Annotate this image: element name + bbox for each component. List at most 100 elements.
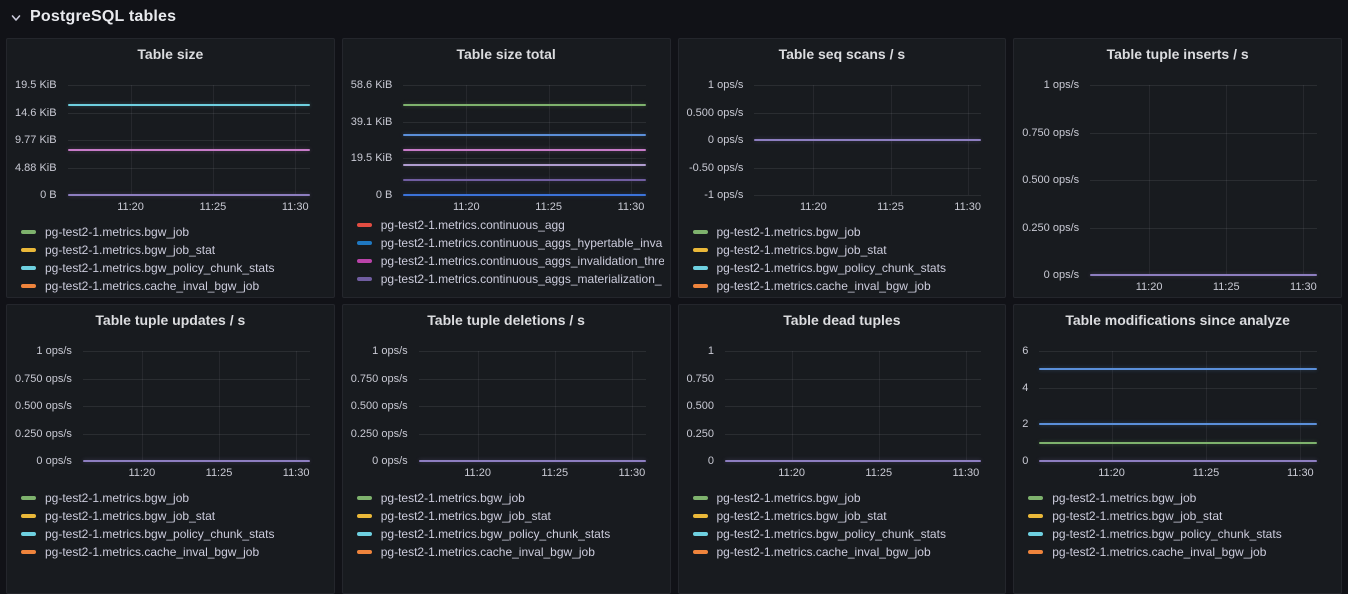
legend-item[interactable]: pg-test2-1.metrics.bgw_job_stat xyxy=(356,507,664,525)
legend-item-label[interactable]: pg-test2-1.metrics.cache_inval_bgw_job xyxy=(1052,545,1267,559)
legend-item[interactable]: pg-test2-1.metrics.bgw_job_stat xyxy=(692,241,1000,259)
legend-item-label[interactable]: pg-test2-1.metrics.continuous_aggs_inval… xyxy=(380,254,664,268)
plot-area[interactable] xyxy=(82,333,310,462)
series-line[interactable] xyxy=(67,103,310,106)
time-series-chart[interactable]: 19.5 KiB 14.6 KiB 9.77 KiB 4.88 KiB 0 B19.5 … xyxy=(7,67,334,217)
legend-item[interactable]: pg-test2-1.metrics.bgw_job_stat xyxy=(21,507,328,525)
plot-area[interactable] xyxy=(725,333,982,462)
plot-area[interactable] xyxy=(403,67,646,196)
legend-item[interactable]: pg-test2-1.metrics.continuous_agg xyxy=(356,217,664,234)
time-series-chart[interactable]: 1 ops/s 0.750 ops/s 0.500 ops/s 0.250 ops/s… xyxy=(7,333,334,483)
legend-item[interactable]: pg-test2-1.metrics.continuous_aggs_hyper… xyxy=(356,234,664,252)
series-line[interactable] xyxy=(67,148,310,151)
legend-item[interactable]: pg-test2-1.metrics.continuous_aggs_inval… xyxy=(356,252,664,270)
panel-title[interactable]: Table size total xyxy=(456,46,556,62)
panel-title[interactable]: Table modifications since analyze xyxy=(1065,312,1290,328)
legend-item-label[interactable]: pg-test2-1.metrics.bgw_job xyxy=(716,491,861,505)
legend-item-label[interactable]: pg-test2-1.metrics.continuous_aggs_hyper… xyxy=(380,236,663,250)
legend-item-label[interactable]: pg-test2-1.metrics.bgw_policy_chunk_stat… xyxy=(45,527,275,541)
series-line[interactable] xyxy=(1039,441,1317,444)
panel-title[interactable]: Table tuple deletions / s xyxy=(427,312,585,328)
legend-item[interactable]: pg-test2-1.metrics.bgw_policy_chunk_stat… xyxy=(692,259,1000,277)
legend-item-label[interactable]: pg-test2-1.metrics.bgw_job xyxy=(380,491,525,505)
time-series-chart[interactable]: 58.6 KiB 39.1 KiB 19.5 KiB 0 B58.6 KiB 39.1 … xyxy=(343,67,670,217)
legend-item[interactable]: pg-test2-1.metrics.cache_inval_bgw_job xyxy=(21,277,328,295)
legend-item[interactable]: pg-test2-1.metrics.bgw_policy_chunk_stat… xyxy=(21,525,328,543)
legend-item[interactable]: pg-test2-1.metrics.bgw_job xyxy=(692,223,1000,241)
legend-item-label[interactable]: pg-test2-1.metrics.cache_inval_bgw_job xyxy=(45,545,260,559)
legend-item-label[interactable]: pg-test2-1.metrics.bgw_policy_chunk_stat… xyxy=(380,527,611,541)
legend-item[interactable]: pg-test2-1.metrics.bgw_policy_chunk_stat… xyxy=(692,525,1000,543)
plot-area[interactable] xyxy=(418,333,646,462)
time-series-chart[interactable]: 1 ops/s 0.500 ops/s 0 ops/s -0.50 ops/s -1 o… xyxy=(679,67,1006,217)
legend-item[interactable]: pg-test2-1.metrics.bgw_policy_chunk_stat… xyxy=(356,525,664,543)
legend-item[interactable]: pg-test2-1.metrics.cache_inval_bgw_job xyxy=(692,277,1000,295)
legend-item-label[interactable]: pg-test2-1.metrics.bgw_policy_chunk_stat… xyxy=(716,527,946,541)
legend-item-label[interactable]: pg-test2-1.metrics.bgw_job xyxy=(716,225,861,239)
series-line[interactable] xyxy=(754,139,982,141)
legend-item-label[interactable]: pg-test2-1.metrics.continuous_agg xyxy=(380,218,565,232)
legend-item-label[interactable]: pg-test2-1.metrics.bgw_job xyxy=(1052,491,1197,505)
legend-item[interactable]: pg-test2-1.metrics.bgw_policy_chunk_stat… xyxy=(21,259,328,277)
legend-item[interactable]: pg-test2-1.metrics.cache_inval_bgw_job xyxy=(1028,543,1335,561)
series-line[interactable] xyxy=(67,194,310,196)
legend-item-label[interactable]: pg-test2-1.metrics.bgw_policy_chunk_stat… xyxy=(716,261,946,275)
legend-item[interactable]: pg-test2-1.metrics.bgw_job_stat xyxy=(692,507,1000,525)
legend-item-label[interactable]: pg-test2-1.metrics.cache_inval_bgw_job xyxy=(45,279,260,293)
legend-item-label[interactable]: pg-test2-1.metrics.cache_inval_bgw_job xyxy=(716,545,931,559)
plot-area[interactable] xyxy=(1090,67,1317,276)
panel-title[interactable]: Table dead tuples xyxy=(783,312,901,328)
series-line[interactable] xyxy=(418,460,646,462)
time-series-chart[interactable]: 1 ops/s 0.750 ops/s 0.500 ops/s 0.250 ops/s… xyxy=(1014,67,1341,297)
legend-item-label[interactable]: pg-test2-1.metrics.bgw_job xyxy=(45,225,190,239)
series-line[interactable] xyxy=(1039,423,1317,426)
series-line[interactable] xyxy=(1090,274,1317,276)
legend-item[interactable]: pg-test2-1.metrics.bgw_job xyxy=(21,489,328,507)
plot-area[interactable] xyxy=(67,67,310,196)
series-line[interactable] xyxy=(725,460,982,462)
legend-item-label[interactable]: pg-test2-1.metrics.bgw_job xyxy=(45,491,190,505)
legend-item[interactable]: pg-test2-1.metrics.cache_inval_bgw_job xyxy=(21,543,328,561)
legend-item-label[interactable]: pg-test2-1.metrics.bgw_job_stat xyxy=(1052,509,1223,523)
series-line[interactable] xyxy=(1039,460,1317,462)
series-line[interactable] xyxy=(403,163,646,166)
series-line[interactable] xyxy=(403,103,646,106)
panel-title[interactable]: Table size xyxy=(137,46,204,62)
time-series-chart[interactable]: 1 ops/s 0.750 ops/s 0.500 ops/s 0.250 ops/s… xyxy=(343,333,670,483)
legend-item-label[interactable]: pg-test2-1.metrics.continuous_aggs_mater… xyxy=(380,272,662,286)
legend-item-label[interactable]: pg-test2-1.metrics.cache_inval_bgw_job xyxy=(716,279,931,293)
series-line[interactable] xyxy=(403,148,646,151)
legend-item-label[interactable]: pg-test2-1.metrics.bgw_policy_chunk_stat… xyxy=(45,261,275,275)
legend-item-label[interactable]: pg-test2-1.metrics.bgw_job_stat xyxy=(716,509,887,523)
legend-item[interactable]: pg-test2-1.metrics.bgw_job_stat xyxy=(21,241,328,259)
legend-item[interactable]: pg-test2-1.metrics.cache_inval_bgw_job xyxy=(692,543,1000,561)
panel-title[interactable]: Table tuple updates / s xyxy=(95,312,246,328)
legend-item[interactable]: pg-test2-1.metrics.bgw_job xyxy=(21,223,328,241)
legend-item-label[interactable]: pg-test2-1.metrics.cache_inval_bgw_job xyxy=(380,545,595,559)
panel-title[interactable]: Table seq scans / s xyxy=(778,46,906,62)
legend-item[interactable]: pg-test2-1.metrics.bgw_job xyxy=(692,489,1000,507)
series-line[interactable] xyxy=(1039,368,1317,371)
legend-item[interactable]: pg-test2-1.metrics.bgw_job xyxy=(1028,489,1335,507)
panel-title[interactable]: Table tuple inserts / s xyxy=(1106,46,1249,62)
legend-item[interactable]: pg-test2-1.metrics.continuous_aggs_mater… xyxy=(356,270,664,288)
legend-item[interactable]: pg-test2-1.metrics.bgw_job xyxy=(356,489,664,507)
series-line[interactable] xyxy=(403,133,646,136)
legend-item-label[interactable]: pg-test2-1.metrics.bgw_job_stat xyxy=(716,243,887,257)
legend-item[interactable]: pg-test2-1.metrics.bgw_job_stat xyxy=(1028,507,1335,525)
legend-item[interactable]: pg-test2-1.metrics.cache_inval_bgw_job xyxy=(356,543,664,561)
series-line[interactable] xyxy=(82,460,310,462)
plot-area[interactable] xyxy=(754,67,982,196)
plot-area[interactable] xyxy=(1039,333,1317,462)
series-line[interactable] xyxy=(403,178,646,181)
legend-item-label[interactable]: pg-test2-1.metrics.bgw_policy_chunk_stat… xyxy=(1052,527,1282,541)
h-gridline xyxy=(725,433,982,435)
row-header-postgresql-tables[interactable]: PostgreSQL tables xyxy=(0,0,1348,38)
legend-item[interactable]: pg-test2-1.metrics.bgw_policy_chunk_stat… xyxy=(1028,525,1335,543)
legend-item-label[interactable]: pg-test2-1.metrics.bgw_job_stat xyxy=(45,509,216,523)
series-line[interactable] xyxy=(403,194,646,196)
legend-item-label[interactable]: pg-test2-1.metrics.bgw_job_stat xyxy=(45,243,216,257)
time-series-chart[interactable]: 10.7500.5000.250010.7500.5000.250011:201… xyxy=(679,333,1006,483)
legend-item-label[interactable]: pg-test2-1.metrics.bgw_job_stat xyxy=(380,509,551,523)
